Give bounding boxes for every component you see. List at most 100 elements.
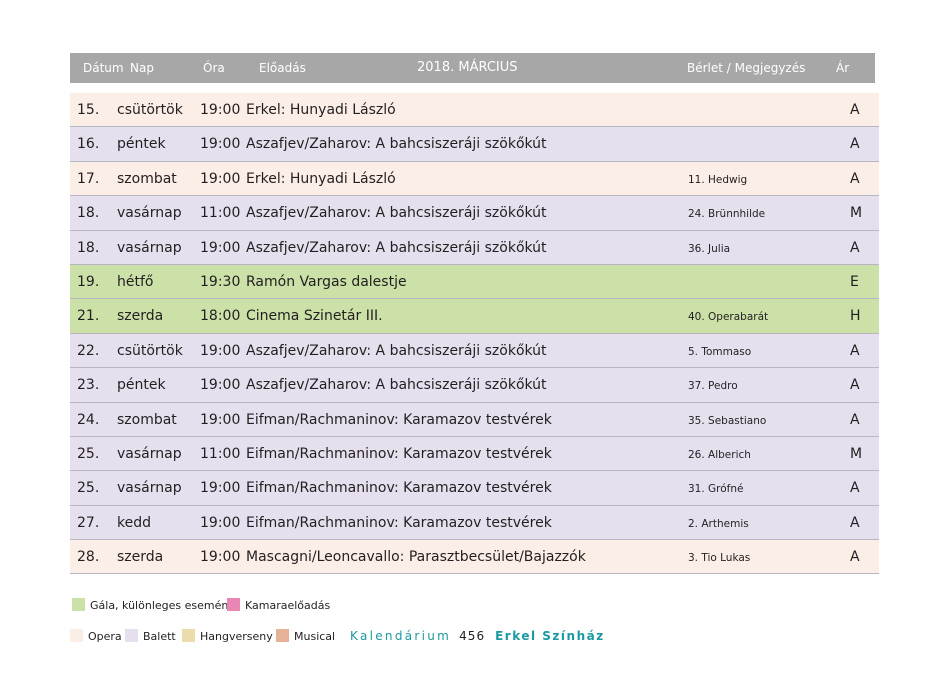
table-row: 15. csütörtök 19:00 Erkel: Hunyadi László A — [70, 93, 879, 128]
row-time: 19:00 — [200, 136, 241, 153]
row-day: vasárnap — [117, 480, 182, 497]
row-time: 19:00 — [200, 377, 241, 394]
table-header: Dátum Nap Óra Előadás 2018. MÁRCIUS Bérl… — [70, 53, 875, 83]
row-time: 19:00 — [200, 411, 241, 428]
row-day: szerda — [117, 308, 164, 325]
header-show: Előadás — [259, 61, 306, 75]
page-footer: Kalendárium 456 Erkel Színház — [350, 629, 605, 643]
row-title: Aszafjev/Zaharov: A bahcsiszeráji szökők… — [246, 239, 547, 256]
row-title: Eifman/Rachmaninov: Karamazov testvérek — [246, 445, 552, 462]
header-time: Óra — [203, 61, 225, 75]
row-title: Erkel: Hunyadi László — [246, 102, 396, 118]
table-row: 24. szombat 19:00 Eifman/Rachmaninov: Karam… — [70, 402, 879, 437]
legend-label: Musical — [294, 630, 336, 643]
row-day: csütörtök — [117, 342, 183, 359]
row-day: vasárnap — [117, 445, 182, 462]
row-note: 40. Operabarát — [688, 311, 769, 324]
legend-swatch — [125, 629, 138, 642]
table-row: 19. hétfő 19:30 Ramón Vargas dalestje E — [70, 264, 879, 300]
legend-balett: Balett — [125, 629, 176, 643]
footer-kalendarium: Kalendárium — [350, 629, 452, 643]
row-note: 36. Julia — [688, 242, 731, 255]
table-row: 23. péntek 19:00 Aszafjev/Zaharov: A bahcsi… — [70, 368, 879, 403]
row-note: 35. Sebastiano — [688, 414, 767, 427]
row-date: 18. — [77, 205, 100, 222]
table-row: 28. szerda 19:00 Mascagni/Leoncavallo: Para… — [70, 540, 879, 575]
row-price: A — [850, 239, 860, 256]
row-note: 31. Grófné — [688, 483, 744, 496]
row-title: Ramón Vargas dalestje — [246, 273, 407, 290]
schedule-table: 15. csütörtök 19:00 Erkel: Hunyadi László A 1… — [70, 93, 879, 575]
row-time: 19:00 — [200, 239, 241, 256]
row-date: 23. — [77, 377, 100, 394]
legend-swatch — [72, 598, 85, 611]
row-price: A — [850, 102, 860, 118]
row-price: A — [850, 514, 860, 531]
legend-gala: Gála, különleges esemény — [72, 598, 235, 612]
row-date: 19. — [77, 273, 100, 290]
table-row: 22. csütörtök 19:00 Aszafjev/Zaharov: A bah… — [70, 333, 879, 369]
row-price: A — [850, 549, 860, 566]
row-day: hétfő — [117, 273, 154, 290]
row-day: vasárnap — [117, 205, 182, 222]
row-date: 18. — [77, 239, 100, 256]
row-time: 11:00 — [200, 205, 241, 222]
legend-swatch — [182, 629, 195, 642]
row-time: 19:00 — [200, 480, 241, 497]
row-note: 24. Brünnhilde — [688, 208, 766, 221]
row-date: 16. — [77, 136, 100, 153]
table-row: 17. szombat 19:00 Erkel: Hunyadi László 11. … — [70, 161, 879, 197]
header-day: Nap — [130, 61, 154, 75]
row-date: 28. — [77, 549, 100, 566]
row-title: Erkel: Hunyadi László — [246, 170, 396, 187]
row-title: Mascagni/Leoncavallo: Parasztbecsület/Ba… — [246, 549, 586, 566]
row-price: M — [850, 445, 863, 462]
legend-label: Kamaraelőadás — [245, 599, 331, 612]
row-price: A — [850, 170, 860, 187]
row-date: 17. — [77, 170, 100, 187]
row-title: Eifman/Rachmaninov: Karamazov testvérek — [246, 514, 552, 531]
row-day: kedd — [117, 514, 151, 531]
row-day: vasárnap — [117, 239, 182, 256]
legend-swatch — [227, 598, 240, 611]
row-time: 18:00 — [200, 308, 241, 325]
legend-opera: Opera — [70, 629, 122, 643]
row-time: 19:00 — [200, 102, 241, 118]
row-title: Eifman/Rachmaninov: Karamazov testvérek — [246, 411, 552, 428]
header-note: Bérlet / Megjegyzés — [687, 61, 806, 75]
legend-label: Opera — [88, 630, 122, 643]
table-row: 21. szerda 18:00 Cinema Szinetár III. 40. Op… — [70, 299, 879, 334]
row-note: 37. Pedro — [688, 380, 738, 393]
page-title: 2018. MÁRCIUS — [417, 60, 518, 75]
row-price: M — [850, 205, 863, 222]
row-date: 15. — [77, 102, 100, 118]
row-day: péntek — [117, 377, 166, 394]
row-price: A — [850, 411, 860, 428]
page-number: 456 — [459, 629, 486, 643]
row-time: 11:00 — [200, 445, 241, 462]
row-day: szombat — [117, 170, 177, 187]
row-price: A — [850, 342, 860, 359]
header-date: Dátum — [83, 61, 124, 75]
row-title: Aszafjev/Zaharov: A bahcsiszeráji szökők… — [246, 342, 547, 359]
row-note: 26. Alberich — [688, 448, 751, 461]
table-row: 25. vasárnap 19:00 Eifman/Rachmaninov: Kara… — [70, 471, 879, 506]
row-note: 3. Tio Lukas — [688, 552, 751, 565]
row-time: 19:00 — [200, 170, 241, 187]
row-date: 25. — [77, 445, 100, 462]
row-date: 25. — [77, 480, 100, 497]
legend-hangverseny: Hangverseny — [182, 629, 273, 643]
table-row: 18. vasárnap 19:00 Aszafjev/Zaharov: A bahc… — [70, 230, 879, 265]
table-row: 18. vasárnap 11:00 Aszafjev/Zaharov: A bahc… — [70, 196, 879, 231]
row-price: A — [850, 136, 860, 153]
legend-kamara: Kamaraelőadás — [227, 598, 330, 612]
table-row: 27. kedd 19:00 Eifman/Rachmaninov: Karamazo… — [70, 505, 879, 541]
legend-label: Hangverseny — [200, 630, 273, 643]
row-title: Cinema Szinetár III. — [246, 308, 383, 325]
row-title: Eifman/Rachmaninov: Karamazov testvérek — [246, 480, 552, 497]
header-price: Ár — [836, 61, 850, 75]
legend-swatch — [70, 629, 83, 642]
row-time: 19:30 — [200, 273, 241, 290]
row-day: csütörtök — [117, 102, 183, 118]
row-time: 19:00 — [200, 514, 241, 531]
